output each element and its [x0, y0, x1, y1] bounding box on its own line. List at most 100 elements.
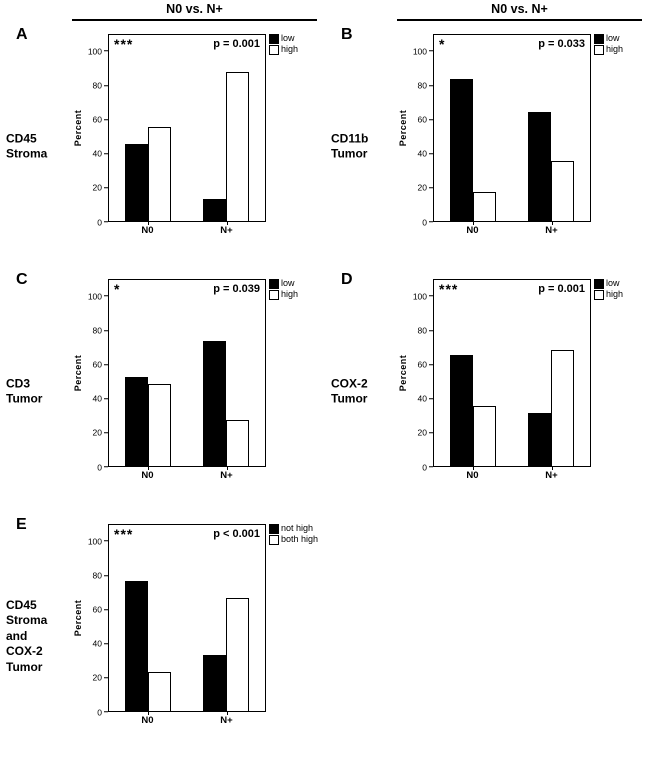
panel-left: C CD3 Tumor	[0, 269, 72, 514]
plot-column: * p = 0.039 N0 N+	[108, 279, 266, 483]
bar-group-N	[203, 72, 249, 221]
x-tick-label: N+	[187, 712, 266, 728]
bar-group-N0	[125, 377, 171, 466]
y-tick-label: 40	[93, 639, 108, 648]
x-tick-label: N+	[187, 467, 266, 483]
legend-label: high	[281, 289, 299, 300]
y-tick-label: 40	[93, 394, 108, 403]
legend-label: high	[281, 44, 299, 55]
x-tick-label: N0	[433, 467, 512, 483]
bar-both-high-N0	[148, 671, 171, 711]
y-tick-label: 60	[93, 605, 108, 614]
p-value: p = 0.039	[213, 283, 260, 295]
y-axis-title-wrap: Percent	[72, 279, 84, 467]
bar-group-N0	[125, 127, 171, 221]
panel-letter: A	[16, 26, 28, 43]
y-tick-label: 0	[422, 218, 433, 227]
legend-swatch	[269, 535, 279, 545]
legend-swatch	[269, 279, 279, 289]
y-tick-label: 0	[422, 463, 433, 472]
x-axis: N0 N+	[433, 467, 591, 483]
y-axis-title-wrap: Percent	[72, 524, 84, 712]
legend-item-low: low	[594, 33, 648, 44]
x-axis: N0 N+	[108, 467, 266, 483]
y-tick-label: 20	[418, 429, 433, 438]
p-value: p < 0.001	[213, 528, 260, 540]
x-axis: N0 N+	[108, 222, 266, 238]
legend: low high	[594, 278, 648, 301]
bar-group-N	[528, 349, 574, 466]
y-tick-label: 20	[93, 184, 108, 193]
x-axis: N0 N+	[108, 712, 266, 728]
significance-stars: ***	[439, 281, 459, 297]
y-tick-label: 80	[93, 571, 108, 580]
legend-label: high	[606, 289, 624, 300]
x-tick-label: N0	[108, 712, 187, 728]
plot-area: *** p < 0.001	[108, 524, 266, 712]
chart-row-2: C CD3 Tumor Percent 0 20 40 60 80 100 * p = 0…	[0, 269, 650, 514]
y-tick-label: 60	[93, 115, 108, 124]
y-tick-label: 60	[418, 360, 433, 369]
y-tick-label: 20	[418, 184, 433, 193]
bar-high-N	[226, 72, 249, 221]
p-value: p = 0.001	[538, 283, 585, 295]
plot-area: *** p = 0.001	[433, 279, 591, 467]
bar-low-N	[203, 198, 226, 221]
bar-low-N	[203, 341, 226, 466]
legend: low high	[594, 33, 648, 56]
bar-low-N0	[125, 377, 148, 466]
legend-label: low	[606, 33, 620, 44]
legend-label: low	[606, 278, 620, 289]
legend-swatch	[269, 290, 279, 300]
y-axis-title: Percent	[73, 599, 83, 637]
y-tick-label: 100	[413, 47, 433, 56]
panel-e: E CD45 Stroma and COX-2 Tumor Percent 0 2…	[0, 514, 325, 759]
y-axis-title: Percent	[398, 109, 408, 147]
y-axis-title-wrap: Percent	[397, 279, 409, 467]
legend-label: low	[281, 33, 295, 44]
bar-chart: Percent 0 20 40 60 80 100 *** p = 0.001 N0 N+ …	[72, 24, 323, 269]
plot-column: * p = 0.033 N0 N+	[433, 34, 591, 238]
row-label: CD3 Tumor	[6, 375, 43, 406]
panel-left: E CD45 Stroma and COX-2 Tumor	[0, 514, 72, 759]
x-axis: N0 N+	[433, 222, 591, 238]
p-value: p = 0.033	[538, 38, 585, 50]
y-tick-label: 80	[418, 326, 433, 335]
column-header-row: N0 vs. N+ N0 vs. N+	[0, 0, 650, 24]
bar-both-high-N	[226, 598, 249, 711]
x-tick-label: N+	[187, 222, 266, 238]
panel-letter: B	[341, 26, 353, 43]
legend-swatch	[594, 279, 604, 289]
bar-group-N0	[450, 79, 496, 221]
bar-not-high-N0	[125, 581, 148, 711]
y-tick-label: 0	[97, 463, 108, 472]
legend-item-not-high: not high	[269, 523, 323, 534]
significance-stars: *	[439, 36, 446, 52]
y-axis: 0 20 40 60 80 100	[409, 34, 433, 226]
x-tick-label: N+	[512, 467, 591, 483]
y-tick-label: 20	[93, 674, 108, 683]
chart-row-1: A CD45 Stroma Percent 0 20 40 60 80 100 *** p…	[0, 24, 650, 269]
panel-left: D COX-2 Tumor	[325, 269, 397, 514]
bar-group-N	[203, 341, 249, 466]
y-axis-title: Percent	[398, 354, 408, 392]
legend-label: low	[281, 278, 295, 289]
bar-low-N0	[450, 79, 473, 221]
y-axis: 0 20 40 60 80 100	[409, 279, 433, 471]
legend-item-low: low	[594, 278, 648, 289]
y-axis: 0 20 40 60 80 100	[84, 279, 108, 471]
bar-group-N	[203, 598, 249, 711]
x-tick-label: N+	[512, 222, 591, 238]
panel-letter: E	[16, 516, 27, 533]
row-label: COX-2 Tumor	[331, 375, 368, 406]
x-tick-label: N0	[108, 222, 187, 238]
bar-group-N0	[125, 581, 171, 711]
bar-low-N	[528, 413, 551, 466]
legend-swatch	[594, 34, 604, 44]
y-axis: 0 20 40 60 80 100	[84, 524, 108, 716]
y-tick-label: 100	[413, 292, 433, 301]
legend-item-high: high	[594, 289, 648, 300]
legend-item-low: low	[269, 33, 323, 44]
legend-swatch	[269, 524, 279, 534]
bar-low-N0	[125, 144, 148, 221]
